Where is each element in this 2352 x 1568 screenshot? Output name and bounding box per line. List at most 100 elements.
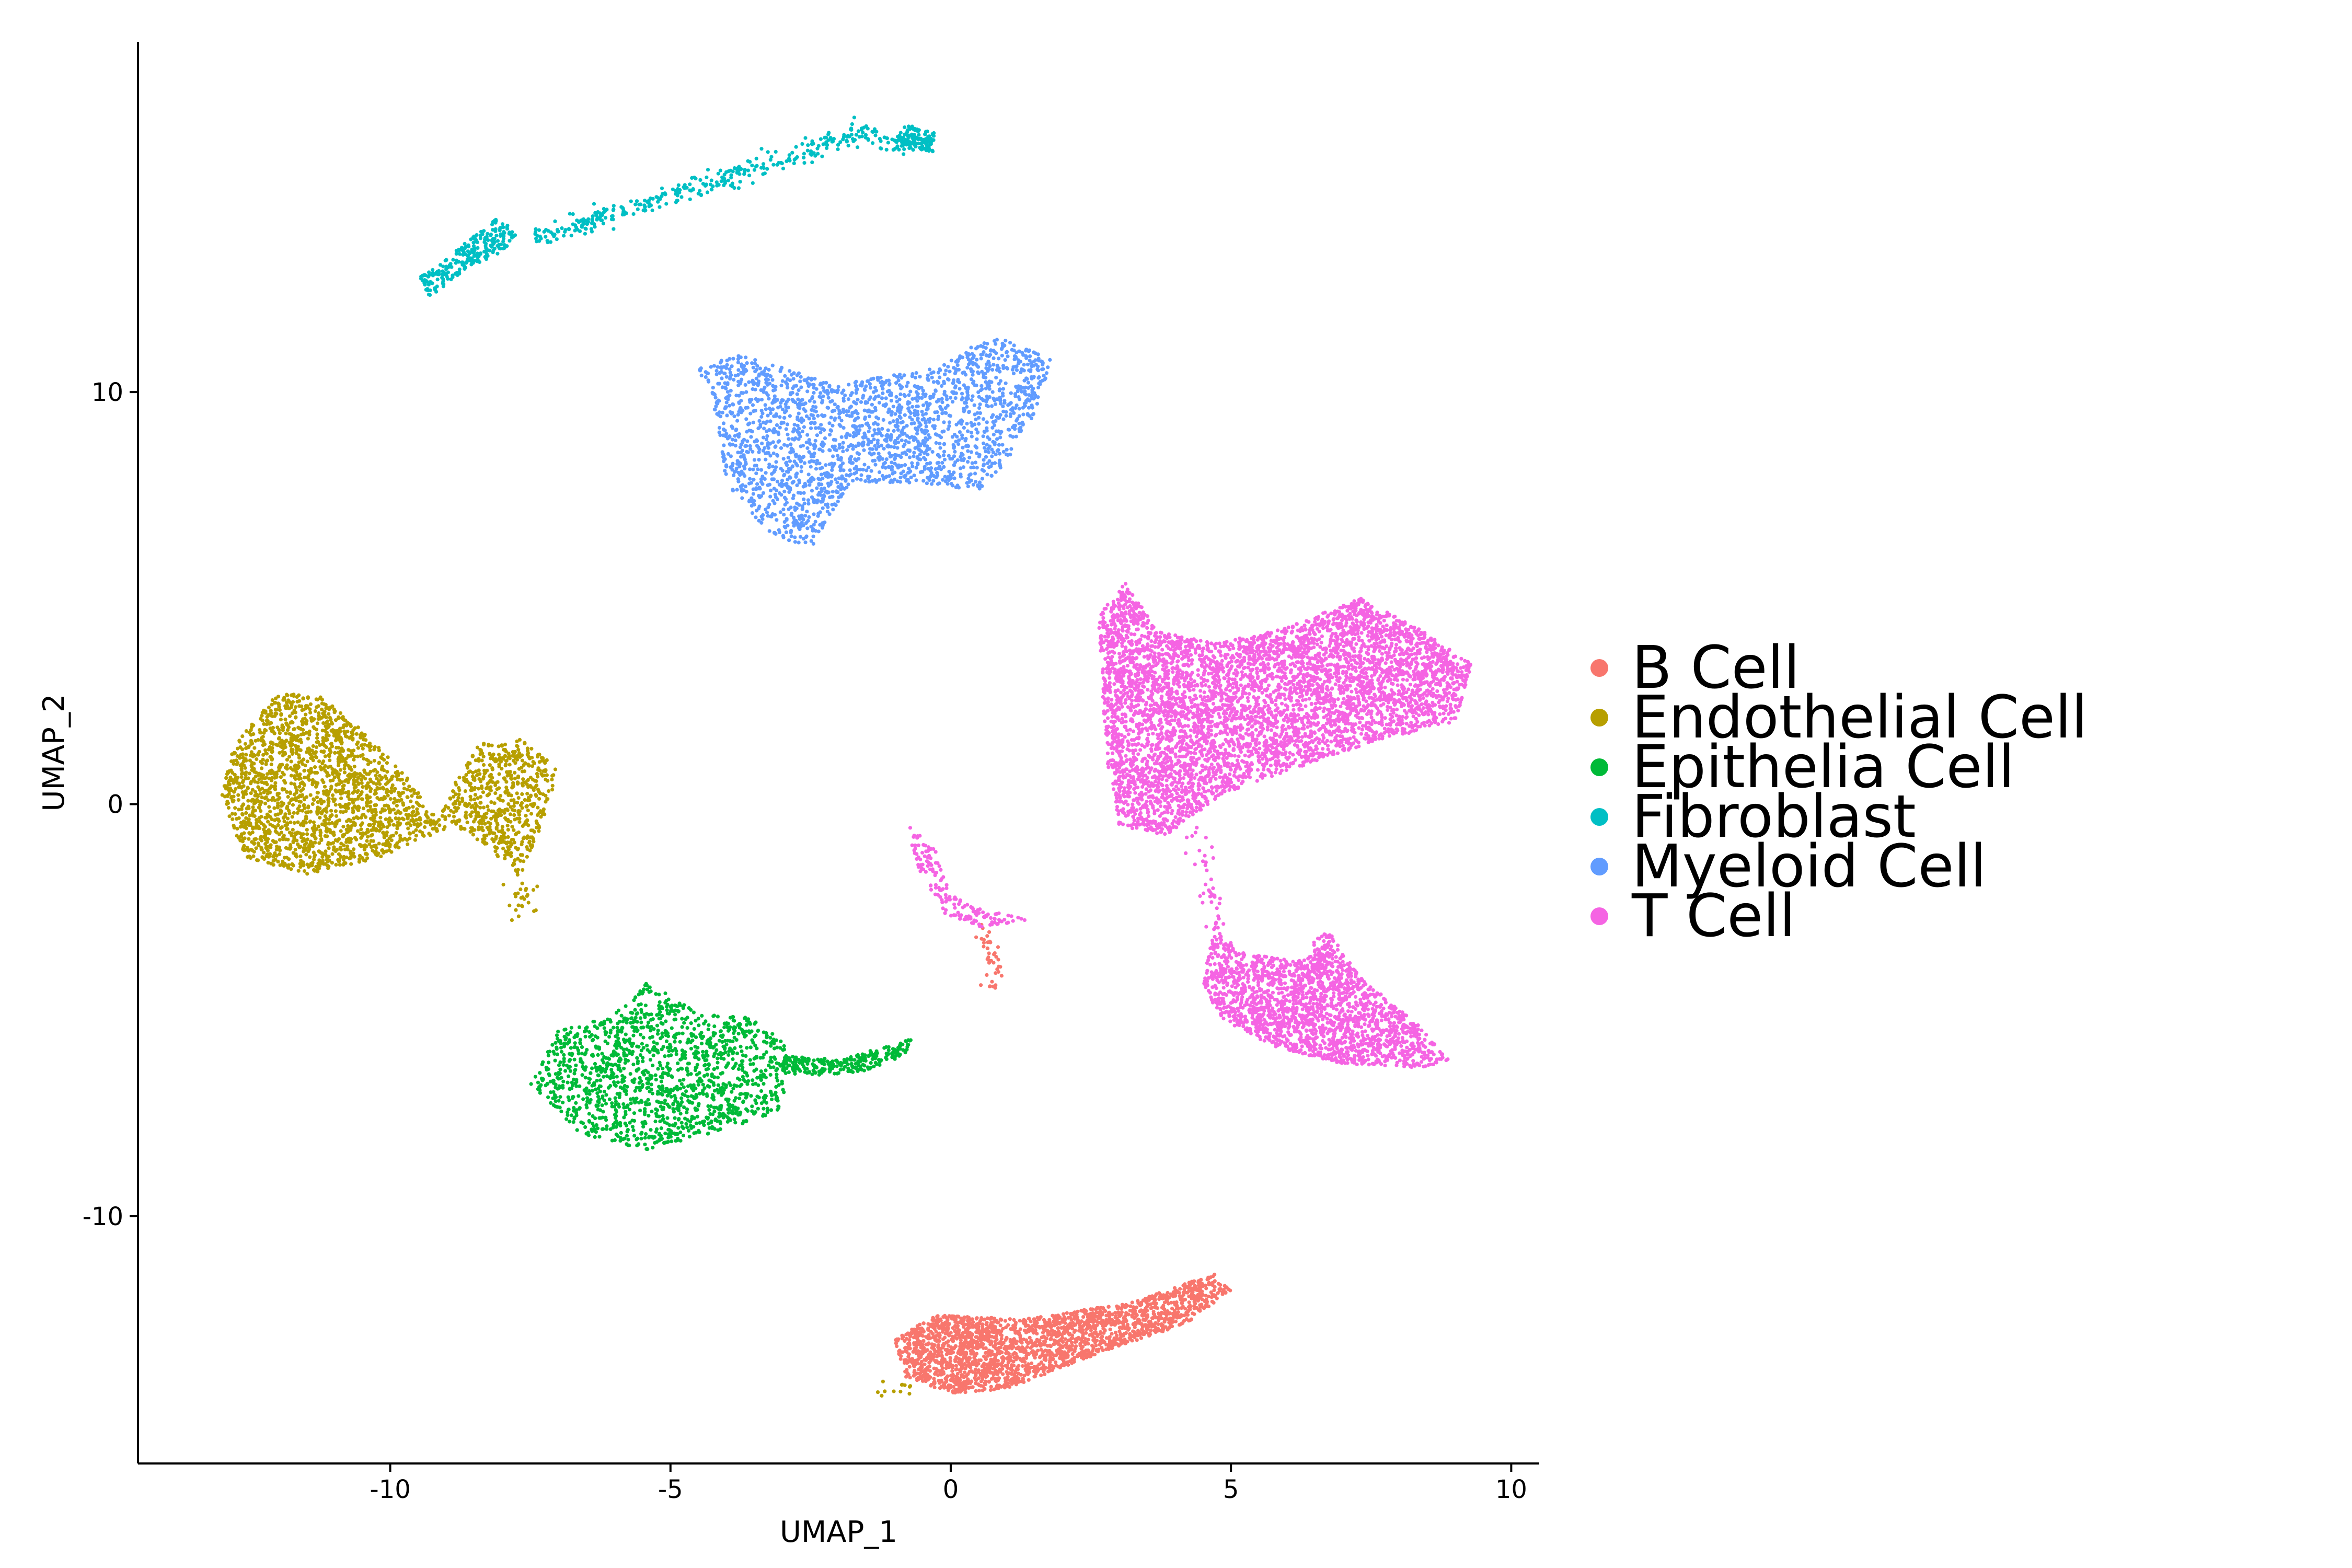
data-point bbox=[967, 1316, 971, 1320]
data-point bbox=[960, 1321, 964, 1325]
data-point bbox=[1009, 1342, 1014, 1347]
data-point bbox=[224, 784, 228, 788]
data-point bbox=[362, 757, 366, 761]
data-point bbox=[265, 758, 269, 763]
data-point bbox=[283, 717, 287, 721]
data-point bbox=[1108, 1317, 1112, 1321]
data-point bbox=[443, 825, 447, 829]
data-point bbox=[447, 813, 451, 817]
data-point bbox=[960, 1373, 964, 1377]
data-point bbox=[940, 1354, 944, 1358]
data-point bbox=[299, 740, 304, 744]
data-point bbox=[508, 812, 513, 816]
data-point bbox=[252, 814, 257, 818]
data-point bbox=[265, 812, 269, 816]
data-point bbox=[1124, 1319, 1128, 1323]
data-point bbox=[962, 1355, 966, 1359]
data-point bbox=[914, 1351, 918, 1355]
data-point bbox=[361, 785, 365, 789]
data-point bbox=[416, 824, 420, 828]
data-point bbox=[318, 815, 322, 820]
data-point bbox=[982, 944, 986, 949]
data-point bbox=[373, 745, 377, 749]
data-point bbox=[240, 790, 245, 794]
data-point bbox=[1109, 1322, 1113, 1327]
data-point bbox=[1132, 1333, 1136, 1338]
data-point bbox=[999, 1318, 1004, 1322]
data-point bbox=[337, 772, 341, 776]
data-point bbox=[335, 736, 339, 740]
data-point bbox=[969, 1350, 974, 1354]
data-point bbox=[258, 826, 262, 831]
data-point bbox=[951, 1339, 955, 1343]
data-point bbox=[372, 822, 376, 826]
data-point bbox=[972, 1353, 976, 1357]
data-point bbox=[324, 736, 328, 741]
data-point bbox=[268, 769, 272, 774]
data-point bbox=[534, 779, 538, 783]
data-point bbox=[261, 739, 265, 743]
data-point bbox=[954, 1367, 958, 1371]
data-point bbox=[962, 1362, 967, 1366]
data-point bbox=[273, 714, 277, 718]
data-point bbox=[374, 813, 378, 817]
data-point bbox=[512, 804, 516, 808]
data-point bbox=[1088, 1352, 1092, 1356]
data-point bbox=[939, 1346, 943, 1351]
data-point bbox=[334, 862, 338, 867]
data-point bbox=[377, 746, 381, 750]
data-point bbox=[292, 782, 297, 786]
data-point bbox=[300, 708, 304, 712]
data-point bbox=[289, 759, 293, 764]
data-point bbox=[686, 1128, 691, 1133]
data-point bbox=[495, 853, 499, 857]
data-point bbox=[268, 787, 272, 791]
data-point bbox=[368, 748, 372, 752]
data-point bbox=[992, 1353, 996, 1357]
data-point bbox=[520, 792, 524, 796]
data-point bbox=[337, 858, 341, 862]
data-point bbox=[1161, 1296, 1165, 1301]
data-point bbox=[1135, 1338, 1139, 1342]
data-point bbox=[314, 728, 319, 732]
data-point bbox=[289, 744, 293, 748]
data-point bbox=[1079, 1309, 1083, 1313]
data-point bbox=[365, 829, 370, 834]
data-point bbox=[452, 819, 456, 823]
data-point bbox=[299, 759, 304, 763]
data-point bbox=[513, 776, 517, 781]
data-point bbox=[957, 1357, 961, 1361]
data-point bbox=[317, 849, 321, 854]
data-point bbox=[1198, 1303, 1202, 1307]
data-point bbox=[265, 782, 269, 787]
data-point bbox=[1133, 1325, 1137, 1329]
data-point bbox=[935, 1339, 939, 1343]
data-point bbox=[518, 755, 522, 759]
data-point bbox=[994, 1346, 998, 1351]
data-point bbox=[351, 810, 355, 814]
data-point bbox=[325, 858, 329, 862]
data-point bbox=[362, 813, 366, 817]
data-point bbox=[319, 810, 323, 814]
data-point bbox=[1000, 1367, 1005, 1371]
data-point bbox=[333, 803, 338, 807]
data-point bbox=[921, 1369, 926, 1374]
data-point bbox=[402, 808, 407, 812]
data-point bbox=[516, 847, 521, 851]
data-point bbox=[516, 796, 521, 800]
data-point bbox=[535, 884, 539, 889]
data-point bbox=[1025, 1330, 1030, 1334]
data-point bbox=[543, 759, 547, 763]
data-point bbox=[352, 757, 356, 762]
data-point bbox=[513, 761, 517, 765]
data-point bbox=[352, 816, 356, 821]
data-point bbox=[494, 759, 498, 764]
data-point bbox=[1021, 1376, 1025, 1380]
data-point bbox=[482, 742, 486, 746]
data-point bbox=[281, 725, 285, 730]
data-point bbox=[317, 711, 321, 716]
data-point bbox=[257, 843, 261, 847]
data-point bbox=[937, 1343, 941, 1347]
data-point bbox=[346, 755, 350, 759]
data-point bbox=[1104, 1318, 1108, 1322]
